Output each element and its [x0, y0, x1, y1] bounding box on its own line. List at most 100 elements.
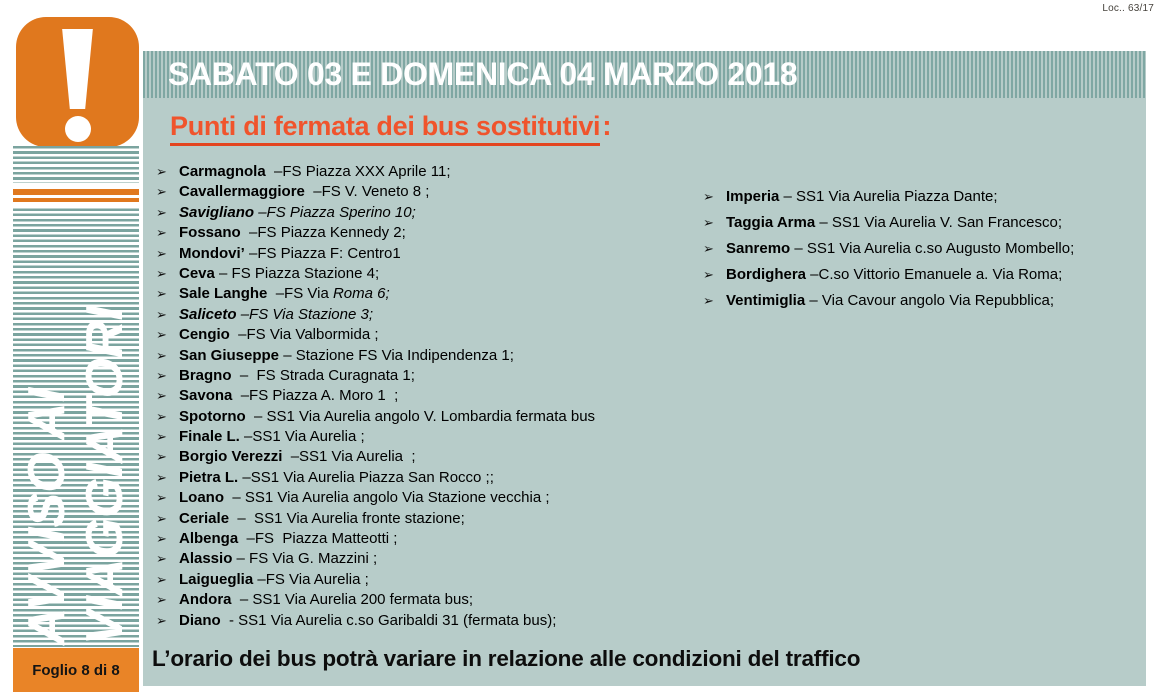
- stop-name: Fossano: [179, 224, 241, 242]
- bus-stop-item: ➢ Carmagnola –FS Piazza XXX Aprile 11;: [156, 162, 716, 182]
- stop-detail: –FS Via Valbormida ;: [229, 326, 379, 344]
- arrow-bullet-icon: ➢: [703, 293, 714, 308]
- stop-detail: –SS1 Via Aurelia ;: [239, 428, 365, 446]
- arrow-bullet-icon: ➢: [156, 408, 167, 424]
- stop-detail: – SS1 Via Aurelia Piazza Dante;: [779, 188, 998, 205]
- stop-name: Loano: [179, 489, 224, 507]
- arrow-bullet-icon: ➢: [156, 571, 167, 587]
- bus-stop-item: ➢ Cavallermaggiore –FS V. Veneto 8 ;: [156, 182, 716, 202]
- main-column: SABATO 03 E DOMENICA 04 MARZO 2018 Punti…: [143, 51, 1146, 686]
- stop-name: San Giuseppe: [179, 346, 280, 364]
- bus-stops-right-column: ➢ Imperia – SS1 Via Aurelia Piazza Dante;…: [703, 184, 1143, 314]
- arrow-bullet-icon: ➢: [156, 245, 167, 261]
- stop-name: Alassio: [179, 550, 233, 568]
- arrow-bullet-icon: ➢: [156, 490, 167, 506]
- bus-stop-item: ➢ Loano – SS1 Via Aurelia angolo Via Staz…: [156, 488, 716, 508]
- page-title: SABATO 03 E DOMENICA 04 MARZO 2018: [168, 56, 798, 92]
- stop-detail: –FS Piazza Kennedy 2;: [240, 224, 406, 242]
- arrow-bullet-icon: ➢: [156, 367, 167, 383]
- bus-stop-item: ➢ Sanremo – SS1 Via Aurelia c.so Augusto …: [703, 236, 1143, 262]
- sidebar-stripes: AVVISO AI VIAGGIATORI: [13, 146, 139, 647]
- arrow-bullet-icon: ➢: [156, 469, 167, 485]
- arrow-bullet-icon: ➢: [703, 267, 714, 282]
- bus-stop-item: ➢ Cengio –FS Via Valbormida ;: [156, 325, 716, 345]
- stop-detail: –FS Piazza Sperino 10;: [254, 203, 416, 221]
- bus-stop-item: ➢ Fossano –FS Piazza Kennedy 2;: [156, 223, 716, 243]
- bus-stop-item: ➢ San Giuseppe – Stazione FS Via Indipend…: [156, 346, 716, 366]
- content-panel: Punti di fermata dei bus sostitutivi: ➢ C…: [143, 98, 1146, 686]
- stop-detail: – FS Strada Curagnata 1;: [231, 366, 415, 384]
- traffic-note: L’orario dei bus potrà variare in relazi…: [152, 646, 861, 671]
- stop-name: Borgio Verezzi: [179, 448, 283, 466]
- stop-name: Savona: [179, 387, 233, 405]
- stop-name: Ceva: [179, 264, 215, 282]
- stop-name: Sale Langhe: [179, 285, 268, 303]
- bus-stop-item: ➢ Bragno – FS Strada Curagnata 1;: [156, 366, 716, 386]
- folio-badge: Foglio 8 di 8: [13, 648, 139, 692]
- arrow-bullet-icon: ➢: [703, 215, 714, 230]
- stop-detail: – SS1 Via Aurelia c.so Augusto Mombello;: [790, 240, 1075, 257]
- bus-stop-item: ➢ Ceva – FS Piazza Stazione 4;: [156, 264, 716, 284]
- date-header-bar: SABATO 03 E DOMENICA 04 MARZO 2018: [143, 51, 1146, 98]
- bus-stop-item: ➢ Diano - SS1 Via Aurelia c.so Garibaldi …: [156, 611, 716, 631]
- stop-name: Imperia: [726, 188, 780, 205]
- bus-stop-item: ➢ Borgio Verezzi –SS1 Via Aurelia ;: [156, 447, 716, 467]
- arrow-bullet-icon: ➢: [156, 265, 167, 281]
- warning-icon: [16, 17, 139, 147]
- arrow-bullet-icon: ➢: [156, 306, 167, 322]
- section-heading-colon: :: [602, 110, 612, 141]
- bus-stop-item: ➢ Saliceto –FS Via Stazione 3;: [156, 305, 716, 325]
- arrow-bullet-icon: ➢: [156, 327, 167, 343]
- stop-detail: –FS Via: [267, 285, 333, 303]
- stop-name: Savigliano: [179, 203, 255, 221]
- bus-stop-item: ➢ Albenga –FS Piazza Matteotti ;: [156, 529, 716, 549]
- arrow-bullet-icon: ➢: [156, 204, 167, 220]
- bus-stop-item: ➢ Alassio – FS Via G. Mazzini ;: [156, 549, 716, 569]
- stop-detail: –SS1 Via Aurelia Piazza San Rocco ;;: [238, 468, 494, 486]
- arrow-bullet-icon: ➢: [156, 592, 167, 608]
- arrow-bullet-icon: ➢: [156, 429, 167, 445]
- vertical-banner-text: AVVISO AI VIAGGIATORI: [18, 306, 134, 645]
- stop-name: Saliceto: [179, 305, 237, 323]
- stop-detail-italic: Roma 6;: [332, 285, 390, 303]
- stop-detail: – SS1 Via Aurelia 200 fermata bus;: [231, 591, 474, 609]
- bus-stop-item: ➢ Pietra L. –SS1 Via Aurelia Piazza San R…: [156, 468, 716, 488]
- stop-name: Sanremo: [726, 240, 791, 257]
- stop-name: Finale L.: [179, 428, 240, 446]
- stop-detail: - SS1 Via Aurelia c.so Garibaldi 31 (fer…: [220, 611, 557, 629]
- corner-ref-label: Loc.. 63/17: [1102, 3, 1154, 14]
- vertical-banner-line2: VIAGGIATORI: [76, 306, 134, 645]
- bus-stop-item: ➢ Laigueglia –FS Via Aurelia ;: [156, 570, 716, 590]
- bus-stop-item: ➢ Taggia Arma – SS1 Via Aurelia V. San Fr…: [703, 210, 1143, 236]
- stop-name: Carmagnola: [179, 163, 266, 180]
- stop-name: Cengio: [179, 326, 230, 344]
- stop-name: Pietra L.: [179, 468, 239, 486]
- stop-detail: – SS1 Via Aurelia fronte stazione;: [229, 509, 465, 527]
- stop-detail: –FS V. Veneto 8 ;: [304, 183, 430, 201]
- exclamation-dot-icon: [64, 116, 91, 142]
- sidebar-orange-divider: [13, 183, 139, 207]
- bus-stop-item: ➢ Ventimiglia – Via Cavour angolo Via Rep…: [703, 288, 1143, 314]
- arrow-bullet-icon: ➢: [156, 449, 167, 465]
- arrow-bullet-icon: ➢: [156, 510, 167, 526]
- arrow-bullet-icon: ➢: [156, 388, 167, 404]
- vertical-banner-line1: AVVISO AI: [18, 387, 76, 645]
- bus-stop-item: ➢ Savigliano –FS Piazza Sperino 10;: [156, 203, 716, 223]
- section-heading: Punti di fermata dei bus sostitutivi:: [170, 110, 612, 146]
- stop-detail: –FS Via Stazione 3;: [236, 305, 374, 323]
- stop-detail: –FS Via Aurelia ;: [253, 570, 369, 588]
- stop-detail: – FS Piazza Stazione 4;: [214, 264, 380, 282]
- stop-detail: – SS1 Via Aurelia angolo Via Stazione ve…: [224, 489, 550, 507]
- arrow-bullet-icon: ➢: [156, 551, 167, 567]
- arrow-bullet-icon: ➢: [156, 531, 167, 547]
- stop-name: Albenga: [179, 530, 239, 548]
- arrow-bullet-icon: ➢: [156, 286, 167, 302]
- stop-name: Mondovi’: [179, 244, 245, 262]
- stop-detail: –FS Piazza XXX Aprile 11;: [265, 163, 451, 180]
- stop-name: Spotorno: [179, 407, 246, 425]
- exclamation-icon: [62, 29, 93, 109]
- bus-stops-left-column: ➢ Carmagnola –FS Piazza XXX Aprile 11; ➢ Ca…: [156, 162, 716, 631]
- bus-stop-item: ➢ Bordighera –C.so Vittorio Emanuele a. V…: [703, 262, 1143, 288]
- alert-sidebar: AVVISO AI VIAGGIATORI Foglio 8 di 8: [13, 0, 139, 695]
- stop-detail: –SS1 Via Aurelia ;: [282, 448, 416, 466]
